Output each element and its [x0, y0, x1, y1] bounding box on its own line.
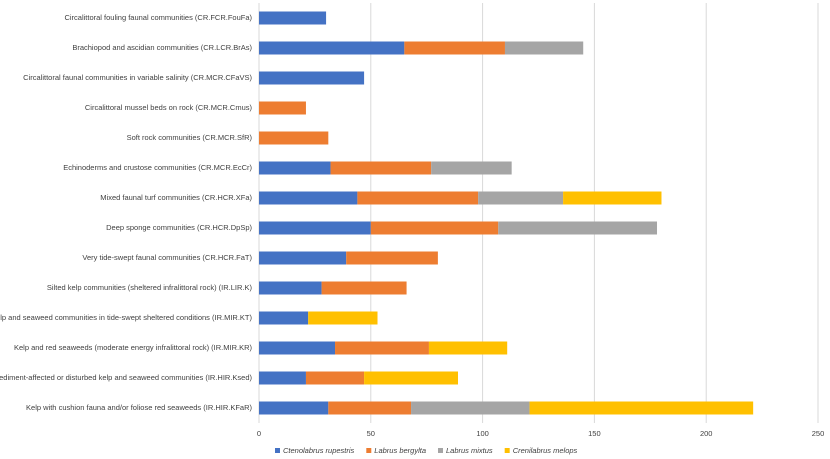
- y-tick-label: Very tide-swept faunal communities (CR.H…: [82, 253, 252, 262]
- legend-label: Labrus mixtus: [446, 446, 493, 455]
- bar-segment: [259, 281, 322, 295]
- y-tick-label: Deep sponge communities (CR.HCR.DpSp): [106, 223, 252, 232]
- bar-segment: [259, 341, 336, 355]
- legend-swatch: [366, 448, 372, 453]
- bar-segment: [259, 251, 347, 265]
- x-tick-label: 200: [700, 429, 713, 438]
- y-tick-label: Circalittoral faunal communities in vari…: [23, 73, 252, 82]
- y-tick-label: Soft rock communities (CR.MCR.SfR): [127, 133, 253, 142]
- bar-segment: [364, 371, 459, 385]
- bar-segment: [328, 401, 412, 415]
- bar-segment: [259, 401, 329, 415]
- legend-label: Ctenolabrus rupestris: [283, 446, 355, 455]
- y-tick-label: Silted kelp communities (sheltered infra…: [47, 283, 253, 292]
- bar-segment: [370, 221, 499, 235]
- legend-swatch: [504, 448, 510, 453]
- legend-swatch: [275, 448, 280, 453]
- bar-segment: [259, 221, 371, 235]
- bar-segment: [259, 11, 327, 25]
- x-tick-label: 150: [588, 429, 601, 438]
- y-tick-label: Kelp with cushion fauna and/or foliose r…: [26, 403, 252, 412]
- bar-segment: [308, 311, 378, 325]
- bar-segment: [357, 191, 479, 205]
- bar-segment: [563, 191, 662, 205]
- bar-segment: [259, 371, 306, 385]
- bar-segment: [404, 41, 505, 55]
- y-tick-label: Mixed faunal turf communities (CR.HCR.XF…: [100, 193, 252, 202]
- bar-segment: [428, 341, 508, 355]
- legend-label: Labrus bergylta: [374, 446, 426, 455]
- y-tick-label: Brachiopod and ascidian communities (CR.…: [72, 43, 252, 52]
- bar-segment: [346, 251, 438, 265]
- bar-segment: [431, 161, 512, 175]
- legend-swatch: [438, 448, 443, 453]
- bar-segment: [305, 371, 365, 385]
- bar-segment: [498, 221, 658, 235]
- x-tick-label: 250: [812, 429, 825, 438]
- bar-segment: [529, 401, 754, 415]
- bar-segment: [504, 41, 584, 55]
- x-tick-label: 50: [367, 429, 375, 438]
- bar-segment: [259, 131, 329, 145]
- bar-segment: [411, 401, 530, 415]
- y-tick-label: Echinoderms and crustose communities (CR…: [63, 163, 252, 172]
- x-tick-label: 0: [257, 429, 261, 438]
- y-tick-label: Kelp and seaweed communities in tide-swe…: [0, 313, 253, 322]
- bar-segment: [259, 101, 306, 115]
- bar-segment: [478, 191, 564, 205]
- x-tick-label: 100: [476, 429, 489, 438]
- bar-segment: [330, 161, 432, 175]
- bar-segment: [335, 341, 429, 355]
- y-tick-label: Sediment-affected or disturbed kelp and …: [0, 373, 253, 382]
- bar-segment: [259, 161, 331, 175]
- bar-segment: [259, 311, 309, 325]
- bar-segment: [259, 41, 405, 55]
- bar-segment: [259, 71, 365, 85]
- y-tick-label: Kelp and red seaweeds (moderate energy i…: [14, 343, 253, 352]
- bar-segment: [321, 281, 407, 295]
- y-tick-label: Circalittoral mussel beds on rock (CR.MC…: [85, 103, 253, 112]
- bar-segment: [259, 191, 358, 205]
- legend-label: Crenilabrus melops: [513, 446, 578, 455]
- y-tick-label: Circalittoral fouling faunal communities…: [64, 13, 252, 22]
